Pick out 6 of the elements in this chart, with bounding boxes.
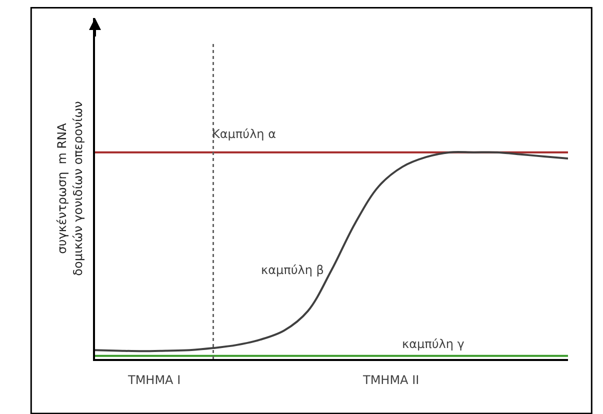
- text: ΤΜΗΜΑ ΙΙ: [362, 373, 420, 387]
- y-axis-title: συγκέντρωση m RNA δομικών γονιδίων οπερονίων: [55, 100, 85, 276]
- series-label: Καμπύλη α: [212, 127, 276, 141]
- series-label: καμπύλη β: [261, 263, 324, 277]
- series-label: καμπύλη γ: [402, 337, 464, 351]
- text: ΤΜΗΜΑ Ι: [127, 373, 181, 387]
